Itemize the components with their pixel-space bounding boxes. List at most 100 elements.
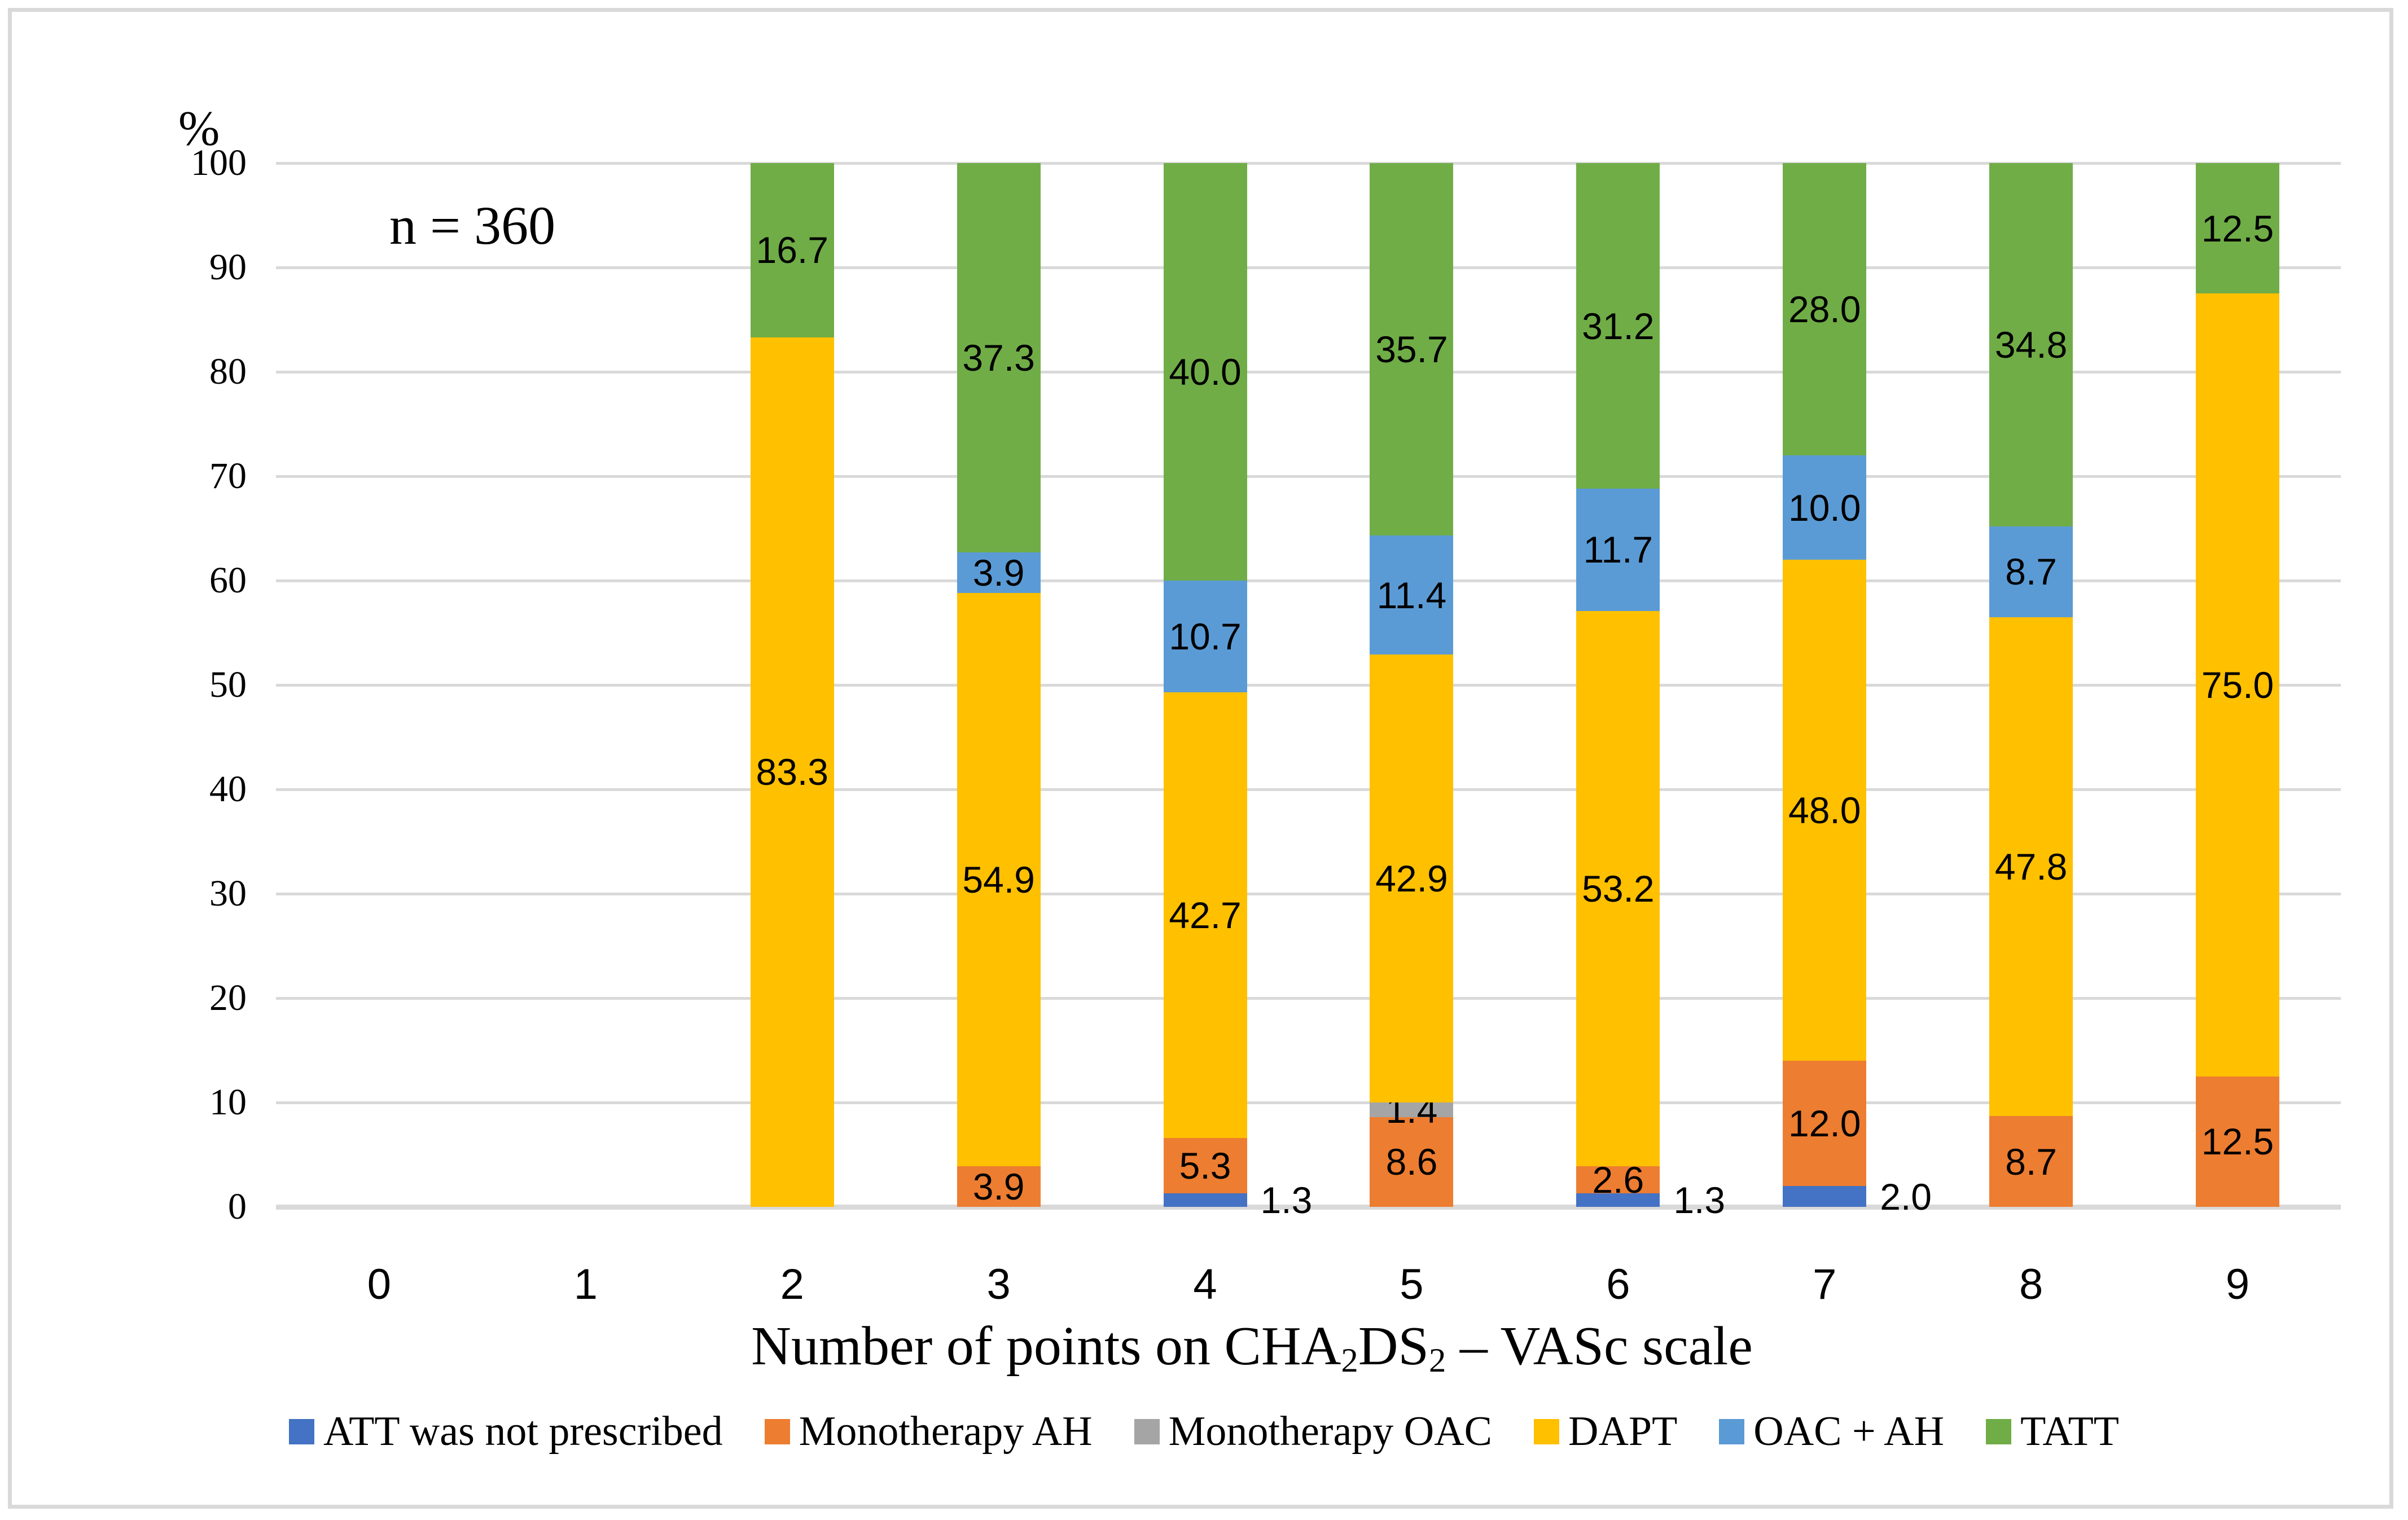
- bar-value-label: 42.7: [1169, 894, 1242, 936]
- bar-value-label: 12.5: [2201, 207, 2274, 249]
- y-axis-tick-label: 50: [209, 664, 247, 705]
- bar-value-label: 5.3: [1179, 1144, 1231, 1187]
- bar-value-label: 37.3: [962, 337, 1035, 379]
- legend-swatch: [288, 1418, 314, 1444]
- bar-value-label: 1.3: [1673, 1179, 1726, 1221]
- x-axis-title-subscript: 2: [1429, 1342, 1446, 1380]
- bar-value-label: 11.4: [1376, 574, 1447, 616]
- bar-value-label: 53.2: [1582, 867, 1655, 910]
- bar-segment: [1576, 489, 1660, 611]
- y-axis-tick-label: 30: [209, 873, 247, 914]
- y-axis-tick-label: 10: [209, 1082, 247, 1123]
- legend-item: TATT: [1986, 1406, 2119, 1457]
- bar-value-label: 8.7: [2005, 1140, 2058, 1183]
- legend-item: DAPT: [1534, 1406, 1677, 1457]
- x-axis-tick-label: 9: [2225, 1260, 2250, 1308]
- bar-value-label: 75.0: [2201, 664, 2274, 706]
- x-axis-tick-label: 0: [367, 1260, 392, 1308]
- bar-segment: [1989, 1116, 2073, 1207]
- gridline: [276, 996, 2341, 1000]
- x-axis-tick-label: 2: [780, 1260, 804, 1308]
- legend-label: Monotherapy AH: [799, 1408, 1093, 1455]
- bar-value-label: 1.3: [1260, 1179, 1313, 1221]
- legend-swatch: [764, 1418, 790, 1444]
- bar-segment: [1783, 1186, 1867, 1207]
- bar-value-label: 47.8: [1994, 845, 2068, 888]
- legend-swatch: [1986, 1418, 2012, 1444]
- y-axis-tick-label: 20: [209, 977, 247, 1018]
- legend-swatch: [1134, 1418, 1160, 1444]
- y-axis-tick-label: 60: [209, 560, 247, 601]
- bar-segment: [1783, 1061, 1867, 1186]
- x-axis-tick-label: 8: [2019, 1260, 2043, 1308]
- bar-segment: [1370, 163, 1454, 536]
- gridline: [276, 892, 2341, 895]
- legend-label: ATT was not prescribed: [323, 1408, 723, 1455]
- x-axis-tick-label: 6: [1606, 1260, 1630, 1308]
- legend-label: TATT: [2020, 1408, 2119, 1455]
- x-axis-title-text: DS: [1358, 1316, 1429, 1377]
- x-axis-title-text: – VASc scale: [1446, 1316, 1753, 1377]
- bar-value-label: 42.9: [1375, 858, 1448, 900]
- bar-segment: [2196, 163, 2280, 294]
- y-axis-tick-label: 80: [209, 351, 247, 392]
- bar-segment: [957, 593, 1041, 1166]
- bar-segment: [1989, 163, 2073, 526]
- legend-item: Monotherapy OAC: [1134, 1406, 1492, 1457]
- legend-item: ATT was not prescribed: [288, 1406, 723, 1457]
- bar-segment: [1370, 654, 1454, 1102]
- x-axis-title-subscript: 2: [1341, 1342, 1358, 1380]
- gridline: [276, 683, 2341, 687]
- y-axis-tick-label: 90: [209, 247, 247, 288]
- gridline: [276, 161, 2341, 165]
- bar-segment: [1163, 692, 1247, 1138]
- legend: ATT was not prescribed Monotherapy AH Mono…: [0, 1406, 2408, 1457]
- bar-value-label: 28.0: [1788, 288, 1861, 330]
- bar-value-label: 40.0: [1169, 351, 1242, 393]
- bar-value-label: 12.0: [1788, 1102, 1861, 1144]
- bar-value-label: 3.9: [972, 552, 1025, 594]
- bar-value-label: 34.8: [1994, 323, 2068, 366]
- x-axis-tick-label: 1: [573, 1260, 598, 1308]
- bar-value-label: 12.5: [2201, 1121, 2274, 1163]
- bar-segment: [1163, 581, 1247, 692]
- y-axis-tick-label: 70: [209, 455, 247, 497]
- x-axis-baseline: [276, 1204, 2341, 1210]
- gridline: [276, 1101, 2341, 1104]
- bar-segment: [1783, 455, 1867, 560]
- bar-segment: [2196, 1076, 2280, 1207]
- bar-segment: [957, 1166, 1041, 1207]
- bar-value-label: 83.3: [756, 751, 828, 793]
- bar-value-label: 2.0: [1880, 1175, 1932, 1218]
- gridline: [276, 788, 2341, 791]
- bar-value-label: 11.7: [1583, 529, 1653, 571]
- bar-segment: [1576, 610, 1660, 1166]
- bar-segment: [750, 337, 834, 1207]
- bar-segment: [1576, 163, 1660, 489]
- bar-value-label: 48.0: [1788, 789, 1861, 831]
- x-axis-tick-label: 4: [1193, 1260, 1217, 1308]
- x-axis-tick-label: 5: [1400, 1260, 1424, 1308]
- sample-size-annotation: n = 360: [389, 195, 556, 256]
- legend-item: Monotherapy AH: [764, 1406, 1093, 1457]
- bar-value-label: 54.9: [962, 859, 1035, 901]
- x-axis-tick-label: 3: [986, 1260, 1011, 1308]
- bar-segment: [957, 552, 1041, 594]
- bar-segment: [750, 163, 834, 337]
- x-axis-title: Number of points on CHA2DS2 – VASc scale: [220, 1315, 2284, 1380]
- y-axis-tick-label: 40: [209, 768, 247, 810]
- bar-value-label: 35.7: [1375, 328, 1448, 371]
- bar-segment: [2196, 293, 2280, 1077]
- bar-segment: [1989, 526, 2073, 617]
- bar-segment: [1163, 1137, 1247, 1193]
- bar-segment: [1989, 617, 2073, 1117]
- bar-value-label: 16.7: [756, 229, 828, 271]
- gridline: [276, 266, 2341, 269]
- bar-segment: [1370, 1117, 1454, 1207]
- x-axis-tick-label: 7: [1813, 1260, 1837, 1308]
- bar-value-label: 8.7: [2005, 551, 2058, 593]
- y-axis-unit-label: %: [178, 102, 220, 156]
- bar-segment: [1576, 1166, 1660, 1193]
- gridline: [276, 475, 2341, 478]
